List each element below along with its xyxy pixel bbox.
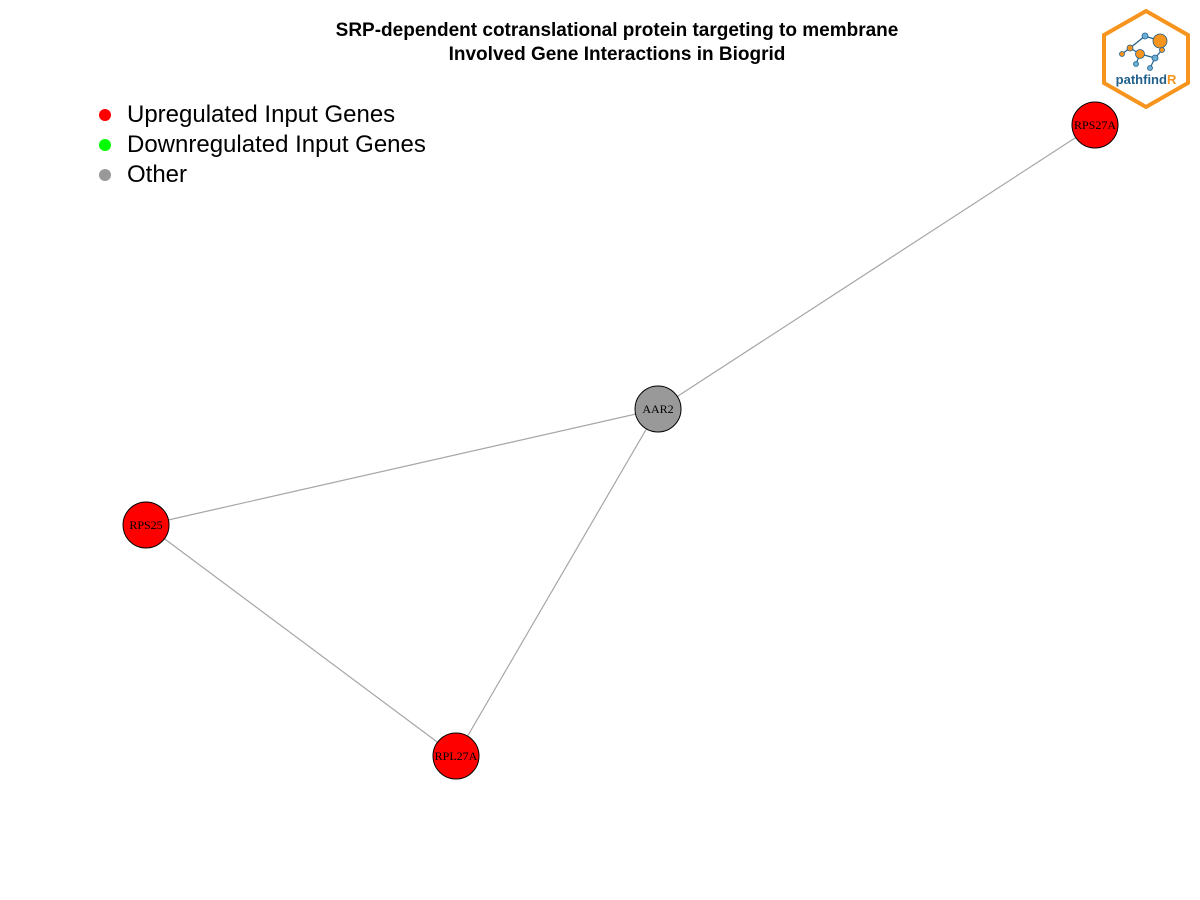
title-line-2: Involved Gene Interactions in Biogrid: [448, 44, 786, 65]
node-circle-rps25: [122, 501, 170, 549]
edge-aar2-rps25: [145, 408, 659, 526]
legend-dot-upregulated: [99, 109, 111, 121]
network-icon-nodes: [1119, 32, 1168, 71]
logo-hexagon-border: [1102, 8, 1190, 110]
node-circle-rpl27a: [432, 732, 480, 780]
legend-item-downregulated: Downregulated Input Genes: [97, 130, 426, 160]
node-layer: RPS27A AAR2 RPS25 RPL27A: [122, 101, 1119, 780]
legend-label-downregulated: Downregulated Input Genes: [127, 131, 426, 158]
node-rps25[interactable]: RPS25: [122, 501, 170, 549]
legend-label-upregulated: Upregulated Input Genes: [127, 101, 396, 128]
node-label-aar2: AAR2: [642, 402, 673, 416]
edge-layer: [145, 124, 1096, 757]
legend-item-other: Other: [97, 160, 426, 190]
edge-aar2-rps27a: [657, 124, 1096, 410]
node-circle-rps27a: [1071, 101, 1119, 149]
legend-item-upregulated: Upregulated Input Genes: [97, 100, 426, 130]
edge-rps25-rpl27a: [145, 524, 457, 757]
legend-dot-downregulated: [99, 139, 111, 151]
node-label-rps25: RPS25: [129, 518, 162, 532]
logo-text-accent: R: [1167, 72, 1177, 87]
node-label-rps27a: RPS27A: [1074, 118, 1116, 132]
edge-aar2-rpl27a: [455, 408, 659, 757]
legend-dot-other: [99, 169, 111, 181]
node-rps27a[interactable]: RPS27A: [1071, 101, 1119, 149]
logo-text: pathfindR: [1116, 72, 1177, 87]
node-circle-aar2: [634, 385, 682, 433]
pathfindr-logo: pathfindR: [1102, 8, 1190, 110]
node-rpl27a[interactable]: RPL27A: [432, 732, 480, 780]
logo-text-main: pathfind: [1116, 72, 1167, 87]
title-line-1: SRP-dependent cotranslational protein ta…: [335, 20, 899, 41]
legend: Upregulated Input Genes Downregulated In…: [97, 100, 426, 190]
node-aar2[interactable]: AAR2: [634, 385, 682, 433]
legend-label-other: Other: [127, 161, 188, 188]
node-label-rpl27a: RPL27A: [435, 749, 478, 763]
figure-title: SRP-dependent cotranslational protein ta…: [0, 19, 1200, 67]
